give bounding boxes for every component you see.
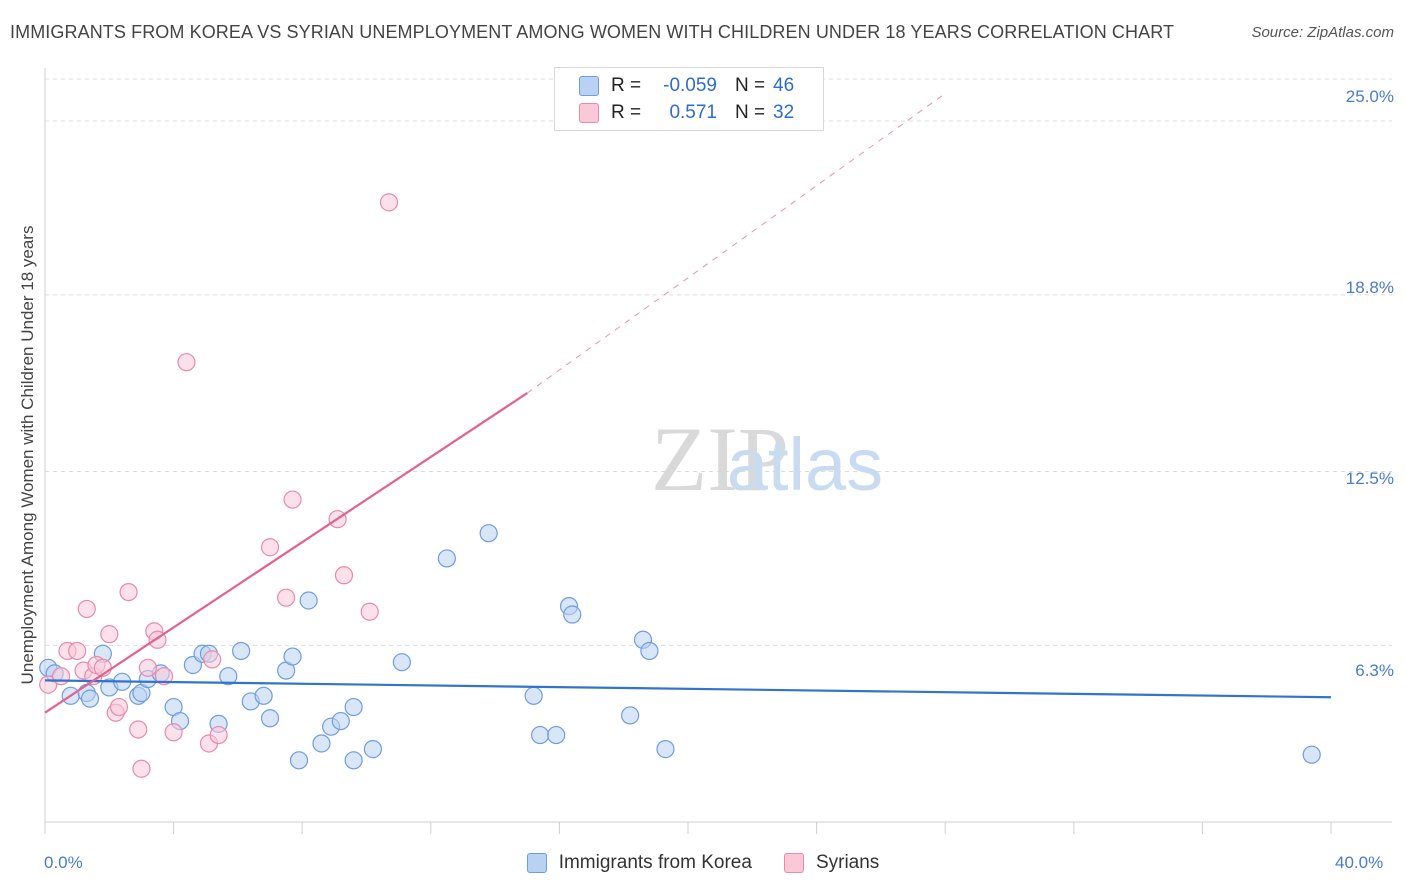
syria-r-value: 0.571 [669, 102, 717, 123]
syria-trend-line-extension [526, 95, 943, 394]
korea-point [524, 686, 543, 705]
korea-point [232, 641, 251, 661]
watermark-atlas: atlas [727, 423, 883, 506]
korea-point [289, 751, 309, 770]
syria-point [203, 650, 222, 669]
korea-point [479, 524, 498, 543]
korea-points [39, 524, 1321, 770]
r-label: R = [611, 75, 642, 96]
chart-title: IMMIGRANTS FROM KOREA VS SYRIAN UNEMPLOY… [10, 22, 1175, 42]
syria-point [51, 667, 71, 686]
stats-legend: R = -0.059 N = 46 R = 0.571 N = 32 [554, 67, 824, 131]
syria-point [283, 490, 302, 509]
syria-point [177, 353, 196, 372]
korea-point [656, 740, 675, 759]
syria-point [277, 588, 296, 607]
korea-legend-swatch [526, 853, 547, 873]
syria-point [132, 759, 151, 778]
trend-lines [44, 95, 1332, 714]
syria-point [138, 658, 157, 677]
syria-trend-line [44, 392, 528, 714]
y-tick-label: 25.0% [1345, 87, 1394, 106]
korea-point [283, 647, 302, 666]
syria-legend-swatch [783, 853, 804, 873]
korea-trend-line [44, 679, 1332, 699]
syria-point [119, 582, 138, 602]
syria-point [154, 667, 174, 686]
korea-point [254, 686, 273, 705]
korea-point [312, 734, 331, 753]
syria-point [260, 538, 280, 557]
syria-point [68, 641, 87, 661]
korea-point [219, 667, 238, 686]
legend-item-korea[interactable]: Immigrants from Korea [526, 852, 752, 874]
syria-swatch [579, 103, 599, 123]
source-label: Source: ZipAtlas.com [1251, 24, 1394, 41]
n-label: N = [735, 75, 766, 96]
syria-point [77, 599, 96, 619]
watermark-zip: ZIP [651, 408, 789, 510]
legend-row-korea: R = -0.059 N = 46 [579, 74, 794, 98]
korea-point [547, 725, 566, 745]
legend-item-syria[interactable]: Syrians [783, 852, 880, 874]
x-tick-label-min: 0.0% [44, 853, 83, 872]
syria-point [379, 193, 399, 212]
korea-point [563, 605, 582, 624]
syria-points [39, 193, 399, 778]
korea-point [344, 697, 363, 717]
syria-n-value: 32 [773, 102, 795, 123]
korea-legend-label: Immigrants from Korea [558, 852, 752, 873]
korea-point [344, 751, 363, 770]
korea-point [640, 641, 659, 661]
x-tick-label-max: 40.0% [1335, 853, 1384, 872]
korea-point [260, 709, 280, 728]
korea-point [437, 549, 456, 568]
korea-point [363, 740, 383, 759]
syria-point [334, 566, 354, 585]
legend-row-syria: R = 0.571 N = 32 [579, 101, 794, 125]
korea-point [531, 725, 550, 745]
syria-point [360, 602, 379, 621]
syria-point [100, 625, 119, 644]
korea-r-value: -0.059 [663, 75, 717, 96]
syria-point [109, 697, 129, 717]
korea-point [331, 711, 350, 731]
n-label: N = [735, 102, 766, 123]
syria-point [129, 720, 148, 739]
korea-point [80, 689, 100, 708]
korea-point [299, 591, 318, 610]
korea-point [1302, 745, 1321, 764]
syria-legend-label: Syrians [815, 852, 880, 873]
r-label: R = [611, 102, 642, 123]
korea-swatch [579, 76, 599, 96]
syria-point [164, 723, 183, 742]
korea-point [621, 706, 640, 725]
syria-point [209, 725, 228, 745]
korea-point [392, 653, 411, 672]
y-tick-label: 12.5% [1345, 469, 1394, 488]
korea-n-value: 46 [773, 75, 795, 96]
series-legend: Immigrants from Korea Syrians [0, 852, 1406, 874]
y-tick-label: 6.3% [1355, 661, 1394, 680]
gridlines [45, 78, 1392, 646]
axes [44, 68, 1392, 834]
y-tick-label: 18.8% [1345, 278, 1394, 297]
